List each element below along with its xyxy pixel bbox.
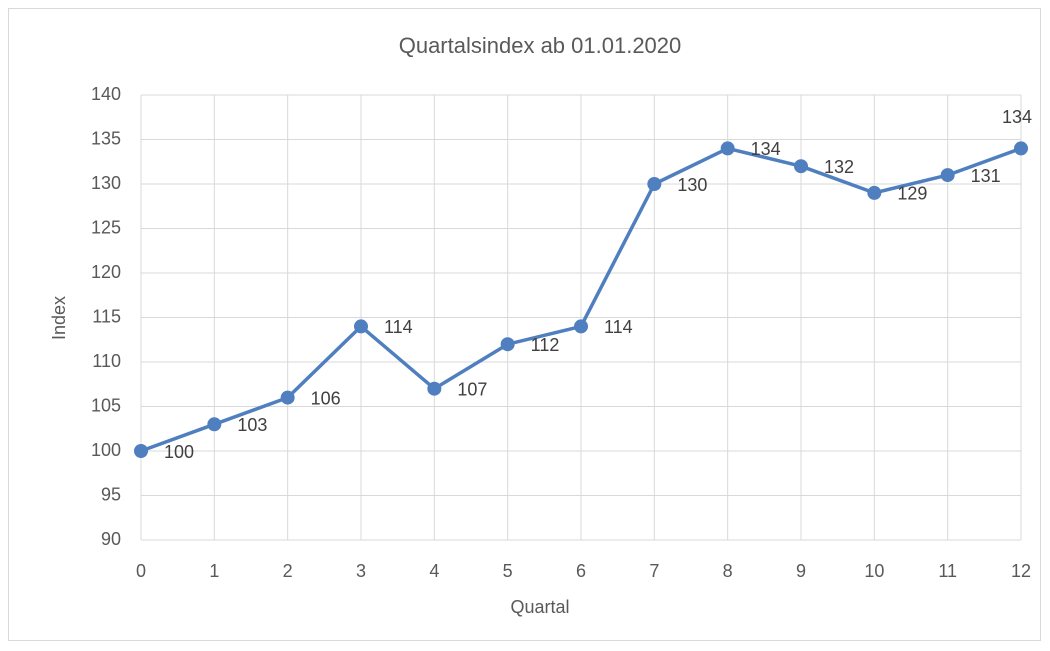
data-point xyxy=(280,390,295,405)
data-point xyxy=(647,177,662,191)
data-label: 112 xyxy=(531,335,560,355)
data-point xyxy=(940,168,955,183)
x-tick-label: 5 xyxy=(503,561,513,581)
y-tick-label: 135 xyxy=(91,128,121,148)
x-tick-label: 10 xyxy=(864,561,884,581)
data-label: 129 xyxy=(897,184,927,204)
y-tick-label: 115 xyxy=(92,306,121,326)
data-point xyxy=(207,417,222,432)
x-tick-label: 6 xyxy=(576,561,586,581)
y-tick-label: 90 xyxy=(101,529,121,549)
y-tick-label: 110 xyxy=(92,351,121,371)
x-tick-label: 7 xyxy=(649,561,659,581)
data-point xyxy=(574,319,588,334)
data-point xyxy=(427,381,442,396)
data-label: 114 xyxy=(384,317,413,337)
data-label: 103 xyxy=(237,415,267,435)
y-tick-label: 120 xyxy=(91,262,121,282)
data-point xyxy=(720,141,735,156)
data-label: 100 xyxy=(164,442,194,462)
data-point xyxy=(794,159,808,174)
y-tick-label: 105 xyxy=(91,395,121,415)
data-point xyxy=(354,319,368,334)
data-point xyxy=(1014,141,1028,156)
y-tick-label: 95 xyxy=(101,484,121,504)
x-axis-label: Quartal xyxy=(510,597,569,617)
x-tick-label: 1 xyxy=(209,561,219,581)
y-tick-label: 140 xyxy=(91,84,121,104)
data-label: 106 xyxy=(311,388,341,408)
data-label: 107 xyxy=(457,379,487,399)
x-tick-label: 11 xyxy=(938,561,957,581)
data-label: 134 xyxy=(751,139,781,159)
y-tick-label: 125 xyxy=(91,217,121,237)
y-tick-label: 130 xyxy=(91,173,121,193)
data-label: 131 xyxy=(971,166,1001,186)
x-tick-label: 0 xyxy=(136,561,146,581)
data-point xyxy=(134,444,148,458)
y-axis-label: Index xyxy=(49,296,69,340)
x-tick-label: 9 xyxy=(796,561,806,581)
x-tick-label: 12 xyxy=(1011,561,1031,581)
x-tick-label: 4 xyxy=(429,561,439,581)
data-label: 114 xyxy=(604,317,633,337)
data-label: 134 xyxy=(1002,107,1032,127)
chart-title: Quartalsindex ab 01.01.2020 xyxy=(399,33,682,58)
x-tick-label: 3 xyxy=(356,561,366,581)
data-point xyxy=(867,185,882,200)
data-label: 130 xyxy=(677,175,707,195)
data-point xyxy=(500,337,515,352)
data-label: 132 xyxy=(824,157,854,177)
chart-frame xyxy=(8,8,1041,641)
y-tick-label: 100 xyxy=(91,440,121,460)
x-tick-label: 2 xyxy=(283,561,293,581)
x-tick-label: 8 xyxy=(723,561,733,581)
